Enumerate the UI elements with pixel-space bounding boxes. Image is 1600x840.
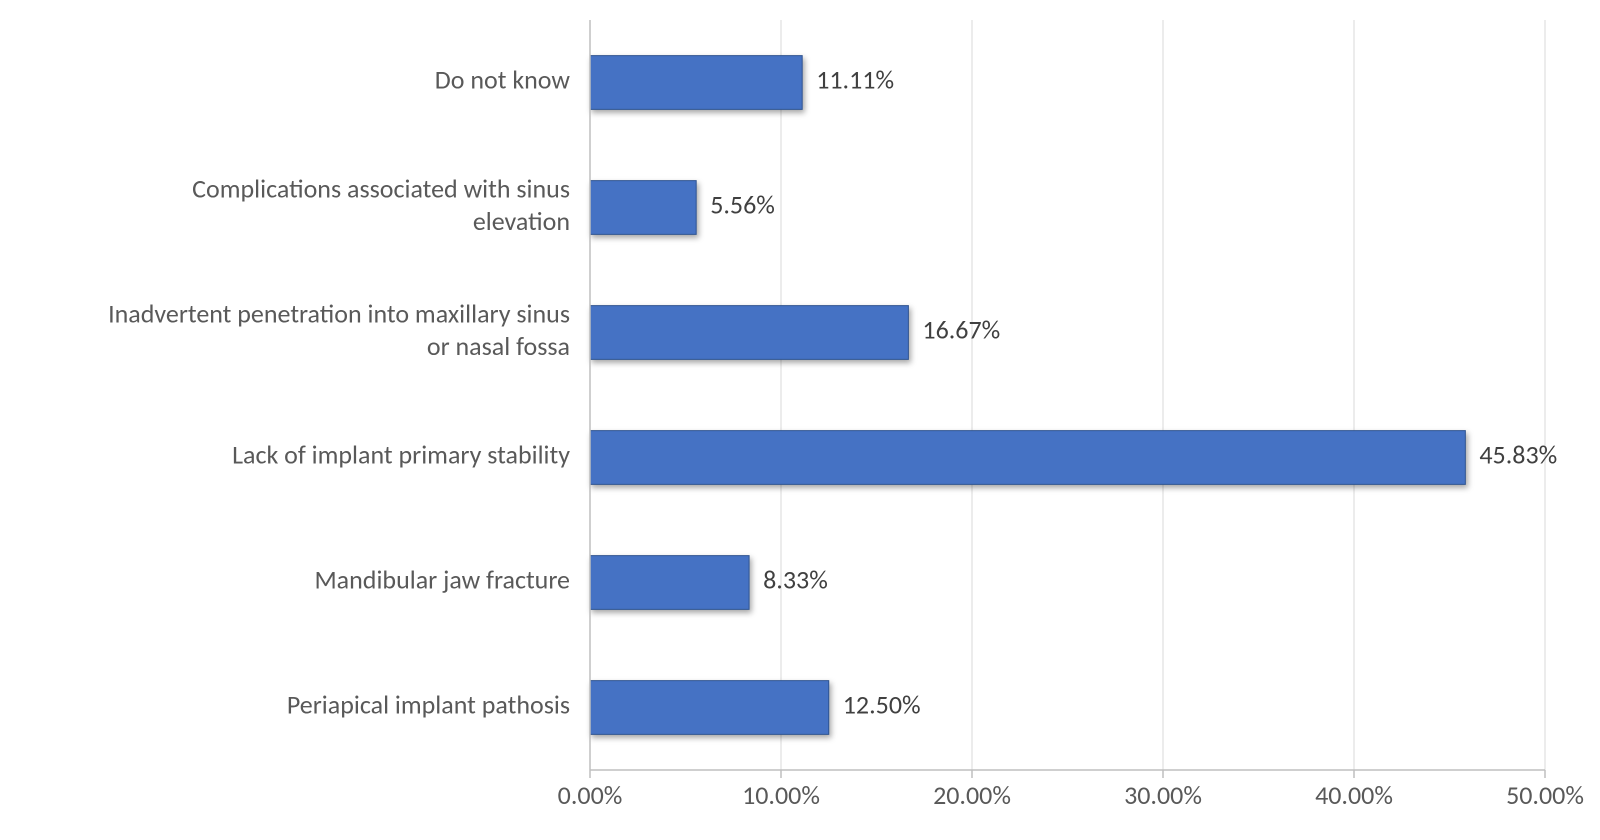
bar: [590, 431, 1465, 485]
x-tick-label: 30.00%: [1124, 779, 1202, 811]
x-tick-label: 40.00%: [1315, 779, 1393, 811]
data-label: 16.67%: [922, 314, 1000, 346]
category-label: Lack of implant primary stability: [232, 439, 570, 471]
category-label: Periapical implant pathosis: [287, 689, 570, 721]
category-label: Do not know: [435, 64, 571, 96]
category-label-line: or nasal fossa: [427, 330, 570, 362]
bar: [590, 306, 908, 360]
bar: [590, 556, 749, 610]
category-label-line: Do not know: [435, 64, 571, 96]
x-tick-label: 20.00%: [933, 779, 1011, 811]
x-tick-label: 0.00%: [558, 779, 623, 811]
data-label: 5.56%: [710, 189, 775, 221]
category-label-line: Inadvertent penetration into maxillary s…: [108, 297, 570, 329]
data-label: 12.50%: [843, 689, 921, 721]
data-label: 8.33%: [763, 564, 828, 596]
category-label-line: Lack of implant primary stability: [232, 439, 570, 471]
category-label-line: Complications associated with sinus: [192, 172, 570, 204]
category-label-line: Mandibular jaw fracture: [314, 564, 570, 596]
category-label-line: Periapical implant pathosis: [287, 689, 570, 721]
bar: [590, 181, 696, 235]
bar: [590, 56, 802, 110]
x-tick-label: 50.00%: [1506, 779, 1584, 811]
chart-svg: 11.11% 5.56% 16.67% 45.83% 8.33% 12.50% Do not…: [0, 0, 1600, 840]
x-tick-label: 10.00%: [742, 779, 820, 811]
data-label: 45.83%: [1479, 439, 1557, 471]
horizontal-bar-chart: 11.11% 5.56% 16.67% 45.83% 8.33% 12.50% Do not…: [0, 0, 1600, 840]
data-label: 11.11%: [816, 64, 894, 96]
category-label-line: elevation: [473, 205, 570, 237]
bar: [590, 681, 829, 735]
category-label: Mandibular jaw fracture: [314, 564, 570, 596]
